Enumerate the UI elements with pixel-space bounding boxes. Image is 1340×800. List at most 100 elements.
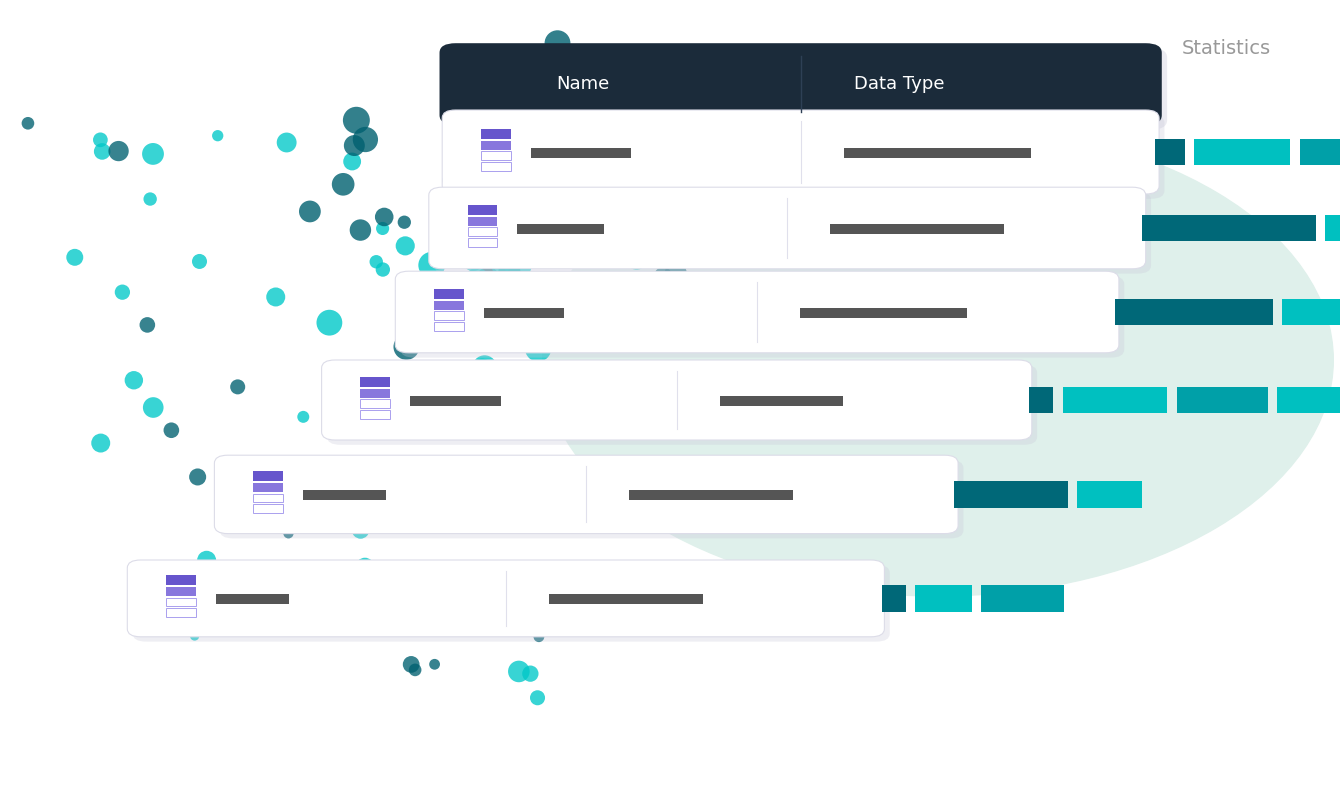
Bar — [434, 301, 464, 310]
Point — [111, 286, 133, 298]
Point — [548, 166, 570, 179]
Bar — [481, 162, 511, 171]
Point — [472, 240, 493, 253]
Bar — [360, 399, 390, 408]
Point — [508, 233, 529, 246]
Bar — [1142, 215, 1316, 242]
Point — [142, 401, 163, 414]
Point — [374, 210, 395, 223]
FancyBboxPatch shape — [440, 43, 1162, 125]
Point — [498, 242, 520, 254]
Point — [346, 114, 367, 126]
Point — [646, 166, 667, 178]
Point — [453, 195, 474, 208]
Point — [186, 470, 208, 483]
Point — [91, 145, 113, 158]
Point — [628, 217, 650, 230]
Point — [423, 658, 445, 670]
Bar — [1282, 298, 1340, 325]
Point — [421, 258, 442, 271]
Bar — [253, 494, 283, 502]
Point — [464, 103, 485, 116]
Point — [323, 571, 344, 584]
Bar — [1194, 138, 1290, 165]
FancyBboxPatch shape — [220, 460, 963, 538]
Point — [90, 437, 111, 450]
Point — [401, 658, 422, 671]
Point — [161, 424, 182, 437]
Point — [189, 255, 210, 268]
Point — [477, 271, 498, 284]
Point — [508, 259, 529, 272]
Bar — [253, 471, 283, 481]
Point — [490, 374, 512, 386]
Point — [545, 172, 567, 185]
Bar — [915, 586, 971, 611]
Point — [527, 691, 548, 704]
Point — [373, 222, 394, 235]
Bar — [1277, 387, 1340, 413]
Point — [410, 585, 431, 598]
Point — [646, 307, 667, 320]
Point — [472, 364, 493, 377]
Point — [107, 145, 129, 158]
Point — [332, 178, 354, 190]
FancyBboxPatch shape — [127, 560, 884, 637]
Point — [292, 410, 314, 423]
Point — [355, 133, 377, 146]
Point — [523, 245, 544, 258]
Bar — [517, 224, 604, 234]
Bar — [166, 598, 196, 606]
Point — [509, 148, 531, 161]
Point — [532, 178, 553, 191]
Point — [350, 224, 371, 237]
Point — [142, 147, 163, 160]
Bar — [468, 217, 497, 226]
Bar — [360, 389, 390, 398]
Point — [319, 316, 340, 329]
Bar — [481, 151, 511, 160]
Point — [249, 480, 271, 493]
Bar — [1325, 215, 1340, 242]
Bar — [549, 594, 704, 604]
Text: Name: Name — [556, 75, 610, 93]
Point — [520, 667, 541, 680]
Point — [206, 130, 228, 142]
Bar — [1115, 298, 1273, 325]
Bar — [253, 483, 283, 492]
Point — [587, 95, 608, 108]
Point — [454, 587, 476, 600]
Point — [405, 663, 426, 676]
Point — [551, 164, 572, 177]
Point — [474, 361, 496, 374]
Bar — [481, 129, 511, 138]
Point — [543, 325, 564, 338]
Point — [480, 81, 501, 94]
FancyBboxPatch shape — [327, 365, 1037, 445]
Point — [520, 201, 541, 214]
Point — [590, 80, 611, 93]
FancyBboxPatch shape — [133, 565, 890, 642]
Bar — [360, 377, 390, 386]
Point — [543, 218, 564, 231]
Point — [465, 317, 486, 330]
Bar — [981, 586, 1064, 611]
FancyBboxPatch shape — [448, 114, 1164, 198]
Bar — [253, 504, 283, 514]
Bar — [800, 308, 967, 318]
Point — [501, 184, 523, 197]
Point — [548, 504, 570, 517]
Point — [276, 136, 297, 149]
Point — [572, 249, 594, 262]
Point — [184, 630, 205, 642]
Point — [137, 318, 158, 331]
Point — [354, 561, 375, 574]
FancyBboxPatch shape — [322, 360, 1032, 440]
Point — [630, 130, 651, 143]
Point — [394, 239, 415, 252]
FancyBboxPatch shape — [401, 276, 1124, 358]
Bar — [481, 141, 511, 150]
FancyBboxPatch shape — [395, 271, 1119, 353]
Point — [476, 224, 497, 237]
Point — [444, 174, 465, 186]
